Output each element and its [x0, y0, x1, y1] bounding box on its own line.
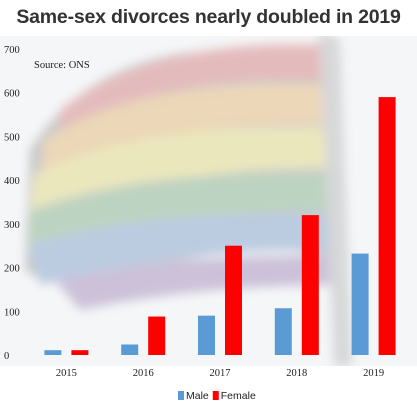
bar-male	[198, 315, 215, 355]
x-axis: 2015 2016 2017 2018 2019	[56, 368, 384, 379]
bar-female	[378, 97, 396, 355]
bar-female	[148, 316, 166, 355]
y-tick-label: 200	[4, 264, 20, 275]
y-tick-label: 500	[4, 132, 20, 143]
x-tick-label: 2017	[210, 368, 231, 379]
y-tick-label: 400	[4, 176, 20, 187]
x-tick-label: 2019	[363, 368, 384, 379]
legend: Male Female	[178, 390, 256, 402]
legend-swatch-female	[212, 391, 219, 400]
y-tick-label: 600	[4, 89, 20, 100]
legend-swatch-male	[178, 391, 184, 400]
chart-source: Source: ONS	[34, 60, 90, 71]
x-tick-label: 2016	[133, 368, 154, 379]
bar-male	[351, 253, 369, 355]
y-tick-label: 700	[4, 45, 20, 56]
bars	[44, 97, 396, 355]
y-tick-label: 100	[4, 307, 20, 318]
y-tick-label: 300	[4, 220, 20, 231]
bar-male	[121, 344, 139, 355]
bar-female	[71, 350, 89, 355]
chart-title: Same-sex divorces nearly doubled in 2019	[16, 6, 401, 28]
bar-male	[274, 308, 292, 355]
bar-female	[301, 215, 319, 355]
bar-female	[225, 245, 242, 355]
legend-label-male: Male	[186, 390, 209, 402]
bar-male	[44, 350, 62, 355]
y-axis: 0 100 200 300 400 500 600 700	[4, 45, 20, 362]
x-tick-label: 2015	[56, 368, 77, 379]
x-tick-label: 2018	[286, 368, 307, 379]
flag-background-image	[0, 36, 417, 366]
y-tick-label: 0	[4, 351, 9, 362]
legend-label-female: Female	[221, 390, 256, 402]
